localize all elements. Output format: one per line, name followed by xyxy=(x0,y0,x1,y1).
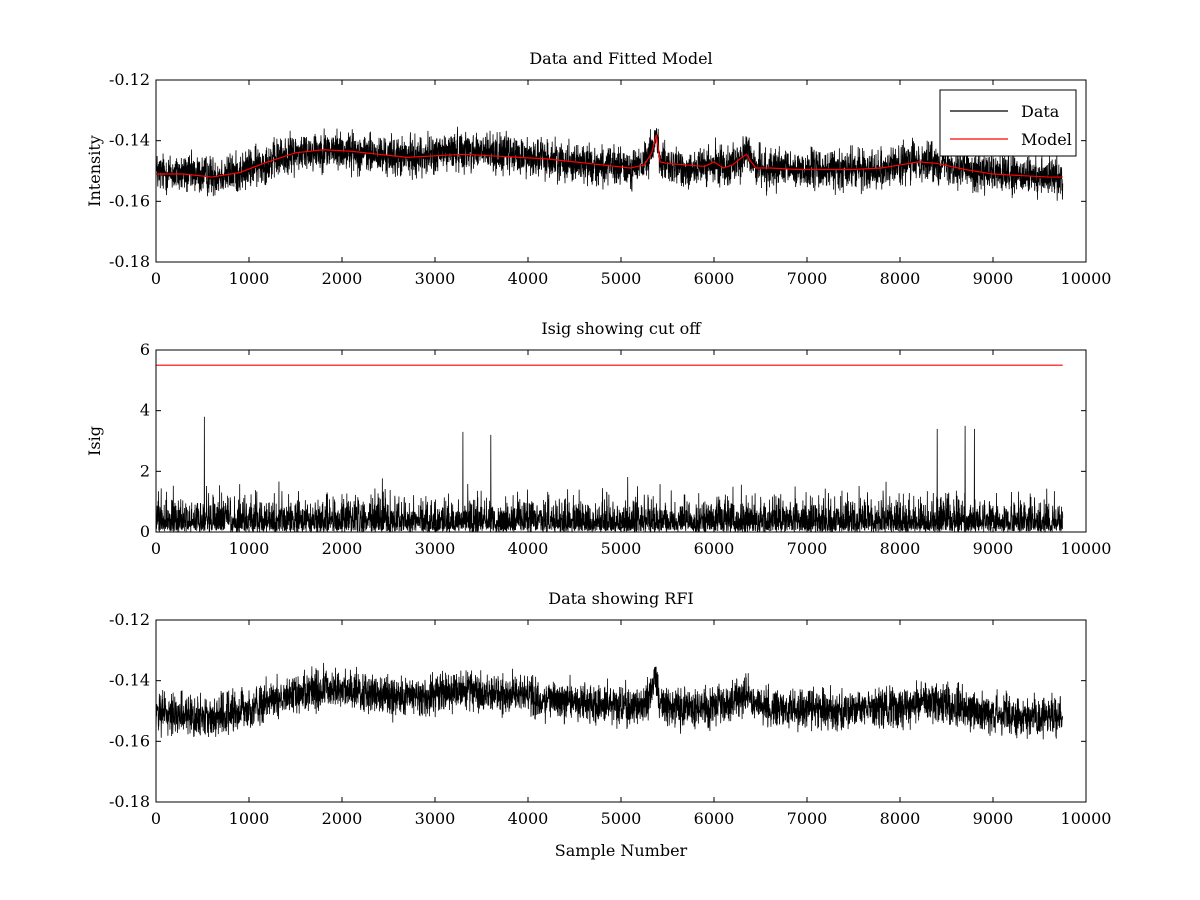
chart-title: Data and Fitted Model xyxy=(529,49,712,68)
x-tick-label: 2000 xyxy=(322,269,363,288)
x-tick-label: 3000 xyxy=(415,269,456,288)
signal-series-line xyxy=(156,662,1064,740)
x-tick-label: 6000 xyxy=(694,539,735,558)
chart-title: Data showing RFI xyxy=(548,589,693,608)
y-tick-label: 0 xyxy=(140,522,150,541)
x-tick-label: 7000 xyxy=(787,269,828,288)
x-tick-label: 5000 xyxy=(601,269,642,288)
x-tick-label: 4000 xyxy=(508,809,549,828)
x-tick-label: 0 xyxy=(151,539,161,558)
plot-area xyxy=(156,350,1086,532)
y-axis-label: Isig xyxy=(85,426,104,456)
plot-lines xyxy=(156,364,1064,532)
y-tick-label: -0.18 xyxy=(109,252,150,271)
x-axis-label: Sample Number xyxy=(555,841,688,860)
chart-title: Isig showing cut off xyxy=(541,319,702,338)
x-tick-label: 9000 xyxy=(973,269,1014,288)
legend: Data Model xyxy=(939,89,1077,157)
y-tick-label: -0.16 xyxy=(109,191,150,210)
x-tick-label: 0 xyxy=(151,809,161,828)
x-tick-label: 3000 xyxy=(415,539,456,558)
data-series-line xyxy=(156,126,1064,201)
subplot-1: 0 1000 2000 3000 4000 5000 6000 7000 8000 9000 100… xyxy=(85,49,1111,288)
x-tick-label: 4000 xyxy=(508,269,549,288)
subplot-3: 0 1000 2000 3000 4000 5000 6000 7000 8000 9000 100… xyxy=(109,589,1111,860)
x-tick-label: 5000 xyxy=(601,809,642,828)
y-tick-label: -0.18 xyxy=(109,792,150,811)
x-tick-label: 5000 xyxy=(601,539,642,558)
y-tick-label: 4 xyxy=(140,401,150,420)
x-tick-label: 1000 xyxy=(229,809,270,828)
x-tick-label: 10000 xyxy=(1061,539,1112,558)
x-tick-label: 6000 xyxy=(694,809,735,828)
subplot-2: 0 1000 2000 3000 4000 5000 6000 7000 8000 9000 100… xyxy=(85,319,1111,558)
x-tick-label: 10000 xyxy=(1061,269,1112,288)
x-tick-label: 10000 xyxy=(1061,809,1112,828)
x-tick-label: 8000 xyxy=(880,269,921,288)
x-tick-label: 8000 xyxy=(880,539,921,558)
y-tick-label: -0.12 xyxy=(109,70,150,89)
x-tick-label: 6000 xyxy=(694,269,735,288)
model-series-line xyxy=(156,134,1063,178)
x-tick-label: 2000 xyxy=(322,809,363,828)
y-tick-label: -0.14 xyxy=(109,131,150,150)
x-tick-label: 9000 xyxy=(973,809,1014,828)
x-tick-label: 1000 xyxy=(229,539,270,558)
y-tick-label: -0.12 xyxy=(109,610,150,629)
y-tick-label: 6 xyxy=(140,340,150,359)
x-tick-label: 9000 xyxy=(973,539,1014,558)
subplots: 0 1000 2000 3000 4000 5000 6000 7000 8000 9000 100… xyxy=(85,49,1111,860)
legend-box xyxy=(939,89,1077,157)
x-tick-label: 0 xyxy=(151,269,161,288)
plot-lines xyxy=(156,662,1064,740)
y-tick-label: 2 xyxy=(140,461,150,480)
x-tick-label: 7000 xyxy=(787,539,828,558)
x-tick-label: 4000 xyxy=(508,539,549,558)
legend-label-model: Model xyxy=(1021,130,1072,149)
x-tick-label: 3000 xyxy=(415,809,456,828)
x-tick-label: 7000 xyxy=(787,809,828,828)
x-tick-label: 1000 xyxy=(229,269,270,288)
y-axis-label: Intensity xyxy=(85,135,104,207)
signal-series-line xyxy=(156,416,1064,532)
legend-label-data: Data xyxy=(1021,102,1060,121)
plot-lines xyxy=(156,126,1064,201)
y-tick-label: -0.16 xyxy=(109,731,150,750)
y-tick-label: -0.14 xyxy=(109,671,150,690)
x-tick-label: 8000 xyxy=(880,809,921,828)
x-tick-label: 2000 xyxy=(322,539,363,558)
